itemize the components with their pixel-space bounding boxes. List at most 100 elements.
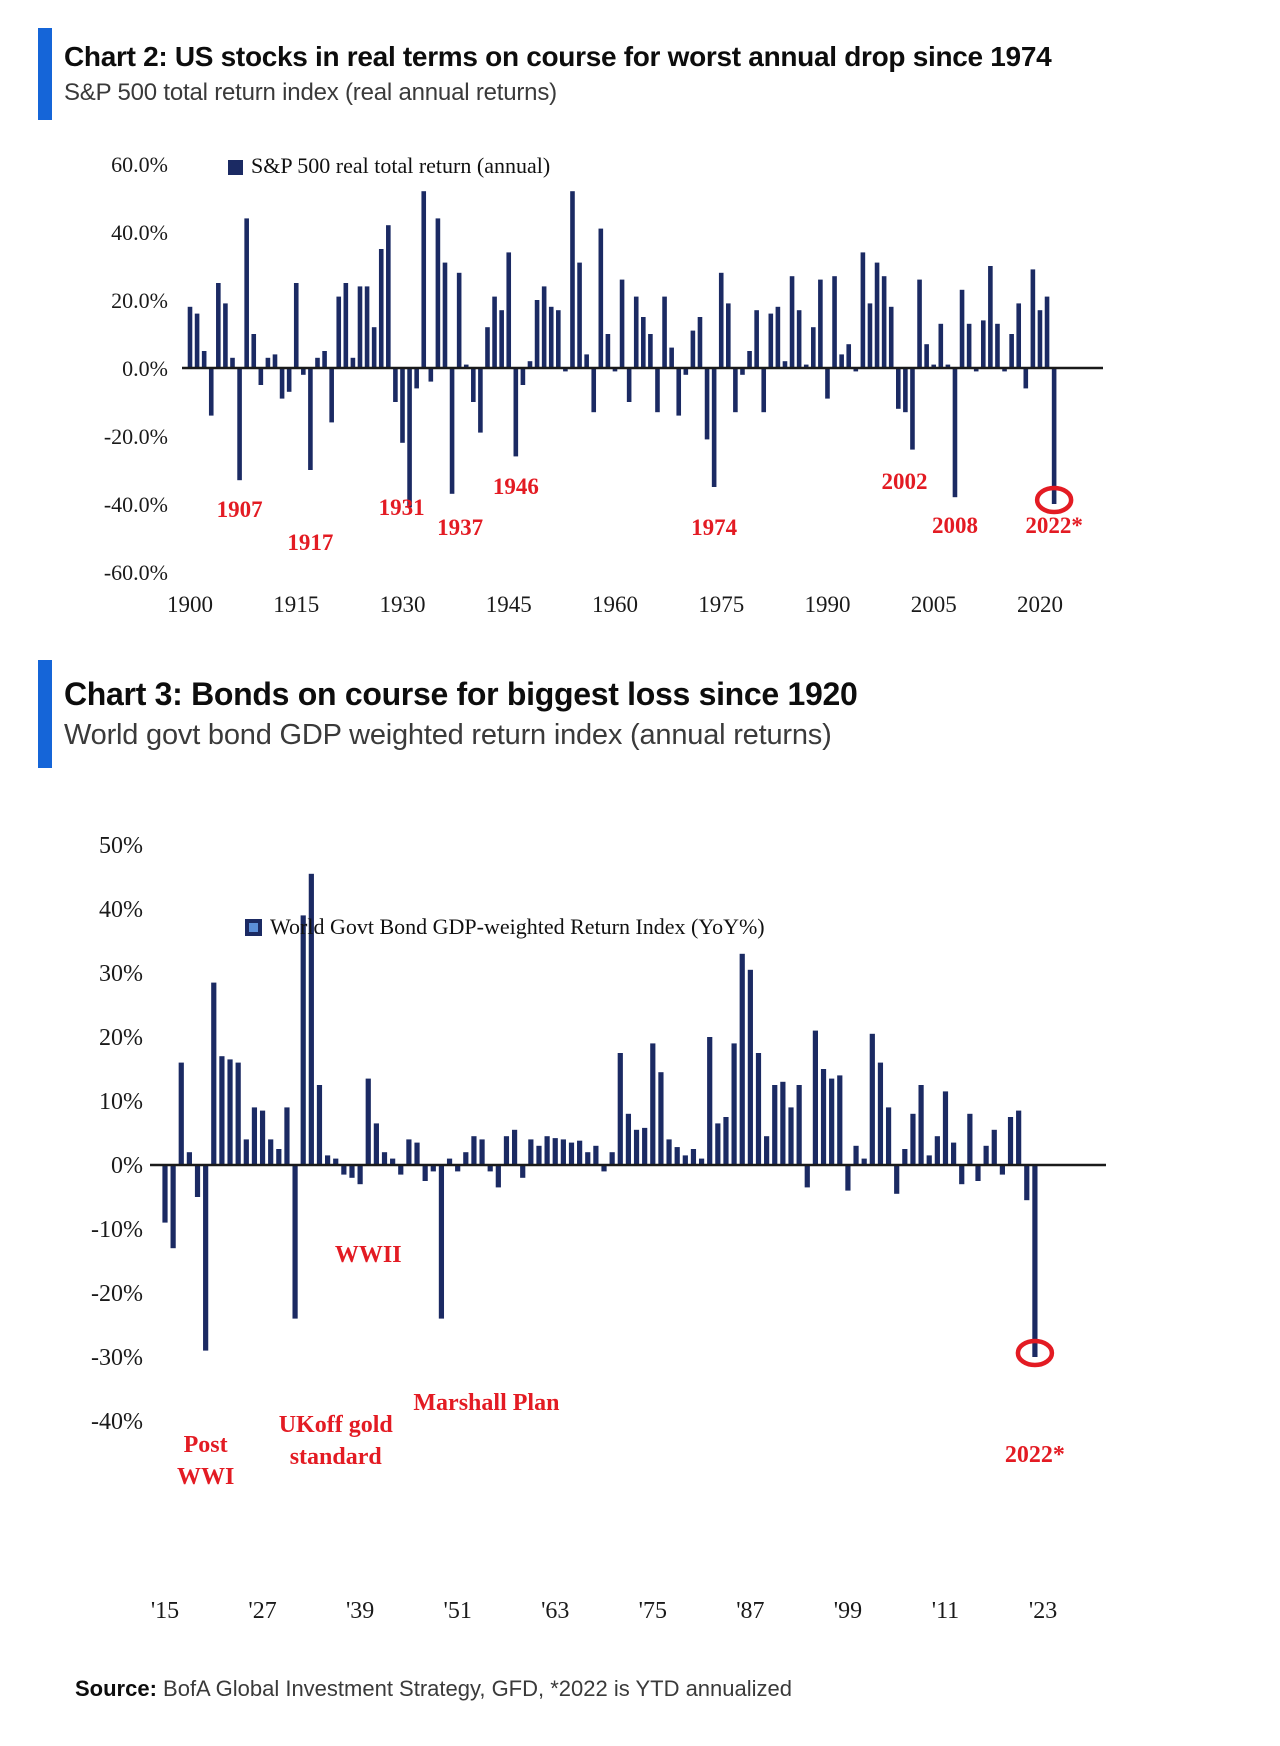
bar-1999 — [888, 306, 894, 368]
bar-1987 — [747, 969, 753, 1165]
bar-1920 — [329, 368, 334, 423]
bar-1945 — [506, 252, 512, 368]
x-tick-label: 2020 — [1017, 592, 1063, 617]
chart2-subtitle: S&P 500 total return index (real annual … — [64, 79, 557, 106]
bar-1923 — [350, 357, 356, 368]
x-tick-label: 2005 — [911, 592, 957, 617]
bar-1915 — [162, 1165, 168, 1223]
bar-2014 — [967, 1113, 973, 1165]
annotation-2008: 2008 — [932, 513, 978, 538]
bar-1942 — [381, 1152, 388, 1165]
bar-1951 — [548, 306, 554, 368]
x-tick-label: '39 — [346, 1598, 374, 1624]
bar-1933 — [421, 191, 427, 368]
bar-1940 — [471, 368, 476, 402]
bar-1999 — [845, 1165, 851, 1191]
annotation-wwi: WWI — [177, 1464, 234, 1490]
legend-label: World Govt Bond GDP-weighted Return Inde… — [270, 914, 765, 939]
bar-1916 — [301, 368, 306, 375]
y-tick-label: -30% — [91, 1345, 143, 1371]
bar-1961 — [536, 1145, 542, 1165]
bar-1938 — [456, 272, 462, 368]
bar-1980 — [690, 1149, 697, 1165]
bar-1949 — [534, 300, 540, 368]
legend-label: S&P 500 real total return (annual) — [251, 153, 550, 178]
bar-2012 — [951, 1142, 957, 1165]
bar-2008 — [918, 1085, 924, 1165]
bar-1939 — [463, 364, 469, 368]
bar-1983 — [775, 306, 781, 368]
bar-2004 — [885, 1107, 892, 1165]
x-tick-label: '75 — [639, 1598, 667, 1624]
bar-2011 — [942, 1091, 949, 1165]
source-text: BofA Global Investment Strategy, GFD, *2… — [156, 1676, 792, 1701]
bar-1903 — [208, 368, 214, 416]
bar-1993 — [796, 1085, 802, 1165]
bar-1904 — [216, 283, 221, 368]
bar-1911 — [265, 357, 271, 368]
bar-1979 — [747, 351, 752, 368]
y-tick-label: -60.0% — [104, 560, 168, 585]
bar-1933 — [308, 873, 314, 1165]
bar-1979 — [682, 1155, 688, 1165]
bar-2003 — [917, 279, 922, 368]
bar-1943 — [492, 296, 497, 368]
bar-1966 — [655, 368, 660, 413]
bar-1962 — [626, 368, 632, 402]
bar-1977 — [733, 368, 738, 413]
bar-2017 — [991, 1129, 997, 1165]
bar-2006 — [938, 323, 944, 368]
bar-1975 — [650, 1043, 656, 1165]
annotation-1917: 1917 — [287, 530, 333, 555]
bar-1918 — [315, 357, 320, 368]
bar-1992 — [788, 1107, 794, 1165]
bar-1963 — [633, 296, 639, 368]
chart3-header: Chart 3: Bonds on course for biggest los… — [38, 660, 858, 768]
y-tick-label: 20.0% — [111, 288, 168, 313]
chart3-accent-bar — [38, 660, 52, 768]
source-label: Source: — [75, 1676, 157, 1701]
bar-1924 — [235, 1062, 241, 1165]
bar-1921 — [211, 982, 217, 1165]
annotation-1974: 1974 — [691, 515, 738, 540]
bar-1924 — [357, 286, 363, 368]
x-tick-label: 1975 — [698, 592, 744, 617]
bar-2022 — [1051, 368, 1057, 504]
bar-2006 — [902, 1149, 908, 1165]
bar-1968 — [669, 347, 674, 368]
legend-marker-icon — [228, 160, 243, 175]
bar-2007 — [945, 364, 951, 368]
y-tick-label: 50% — [99, 833, 143, 859]
bar-1939 — [357, 1165, 363, 1185]
bar-1922 — [219, 1056, 225, 1165]
bar-2000 — [896, 368, 901, 409]
x-tick-label: 1960 — [592, 592, 638, 617]
bar-2020 — [1037, 310, 1043, 368]
bar-1950 — [446, 1158, 453, 1165]
bar-1976 — [658, 1072, 664, 1165]
bar-2021 — [1024, 1165, 1030, 1201]
bar-1921 — [336, 296, 342, 368]
bar-1988 — [755, 1053, 762, 1165]
bar-1992 — [839, 354, 844, 368]
x-tick-label: 1900 — [167, 592, 213, 617]
bar-1926 — [371, 327, 377, 368]
bar-1930 — [400, 368, 405, 443]
bar-2022 — [1032, 1165, 1038, 1357]
y-tick-label: 60.0% — [111, 152, 168, 177]
x-tick-label: '11 — [932, 1598, 959, 1624]
bar-1957 — [503, 1136, 510, 1165]
bar-1930 — [284, 1107, 290, 1165]
annotation-wwii: WWII — [335, 1242, 402, 1268]
bar-1952 — [556, 310, 561, 368]
bar-1973 — [633, 1129, 640, 1165]
chart3-subtitle: World govt bond GDP weighted return inde… — [64, 719, 832, 751]
y-tick-label: -10% — [91, 1217, 143, 1243]
bar-1935 — [435, 218, 441, 368]
bar-1986 — [796, 310, 802, 368]
bar-1970 — [609, 1152, 615, 1165]
bar-2016 — [1009, 334, 1014, 368]
bar-1997 — [874, 262, 880, 368]
bar-1955 — [577, 262, 582, 368]
